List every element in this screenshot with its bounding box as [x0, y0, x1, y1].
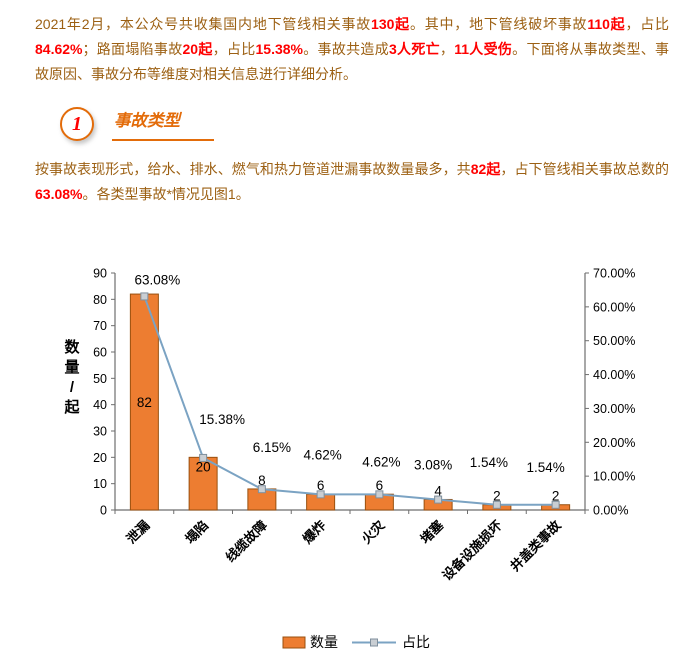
section-number-badge: 1 — [60, 107, 94, 141]
legend-label-quantity: 数量 — [310, 634, 338, 650]
category-label: 爆炸 — [300, 518, 329, 547]
highlight-value: 110起 — [587, 16, 626, 32]
combo-chart-figure: 0 10 20 30 40 50 60 70 80 90 0.00% 10.00% 20.00% 30.0… — [63, 267, 635, 651]
percent-label: 4.62% — [303, 447, 341, 462]
percent-label: 15.38% — [199, 412, 245, 427]
left-axis-tick-label: 30 — [93, 425, 107, 439]
body-text: 。各类型事故*情况见图1。 — [82, 186, 250, 202]
line-marker — [316, 490, 325, 499]
bar-value-label: 82 — [137, 395, 152, 410]
bar-value-label: 8 — [258, 473, 266, 488]
body-text: 。其中，地下管线破坏事故 — [409, 16, 588, 32]
percent-label: 4.62% — [362, 454, 400, 469]
left-axis-title: 起 — [63, 399, 80, 416]
bar-value-label: 2 — [493, 489, 501, 504]
right-axis-tick-label: 60.00% — [593, 300, 635, 314]
section-number: 1 — [72, 112, 82, 135]
category-label: 井盖类事故 — [507, 517, 564, 574]
legend-bar-swatch — [282, 636, 306, 649]
right-axis-tick-label: 50.00% — [593, 334, 635, 348]
right-axis-tick-label: 40.00% — [593, 368, 635, 382]
left-axis-tick-label: 70 — [93, 319, 107, 333]
category-label: 泄漏 — [123, 518, 152, 547]
accident-type-chart: 0 10 20 30 40 50 60 70 80 90 0.00% 10.00% 20.00% 30.0… — [0, 240, 699, 657]
intro-paragraph: 2021年2月，本公众号共收集国内地下管线相关事故130起。其中，地下管线破坏事… — [35, 12, 669, 87]
line-marker — [434, 495, 443, 504]
body-text: ，占比 — [212, 41, 256, 57]
line-marker — [199, 453, 208, 462]
body-text: ，占下管线相关事故总数的 — [500, 161, 670, 177]
left-axis-tick-label: 0 — [100, 504, 107, 518]
category-label: 塌陷 — [182, 518, 211, 547]
body-text: ， — [439, 41, 455, 57]
percent-label: 3.08% — [414, 458, 452, 473]
right-axis-tick-label: 20.00% — [593, 436, 635, 450]
left-axis-tick-label: 20 — [93, 451, 107, 465]
right-axis-tick-label: 10.00% — [593, 470, 635, 484]
section-header: 1 事故类型 — [60, 103, 699, 145]
left-axis-tick-label: 80 — [93, 293, 107, 307]
highlight-value: 3人死亡 — [388, 41, 440, 57]
line-marker — [140, 292, 149, 301]
left-axis-title: 数 — [64, 338, 80, 356]
category-label: 堵塞 — [417, 517, 447, 547]
body-text: 2021年2月，本公众号共收集国内地下管线相关事故 — [35, 16, 372, 32]
highlight-value: 15.38% — [255, 41, 303, 57]
left-axis-title: / — [70, 379, 75, 396]
percent-label: 1.54% — [470, 455, 508, 470]
line-marker — [551, 500, 560, 509]
right-axis-tick-label: 30.00% — [593, 402, 635, 416]
category-label: 设备设施损坏 — [439, 518, 505, 584]
bar — [129, 293, 159, 511]
body-text: ；路面塌陷事故 — [82, 41, 183, 57]
bar-value-label: 6 — [317, 478, 325, 493]
left-axis-tick-label: 50 — [93, 372, 107, 386]
right-axis-tick-label: 70.00% — [593, 267, 635, 281]
left-axis-tick-label: 60 — [93, 346, 107, 360]
legend-label-ratio: 占比 — [402, 634, 430, 650]
body-text: 。下面将从事故类型、事故原因、事故分布等维度对相关信息进行详细分析。 — [35, 41, 670, 82]
percent-label: 63.08% — [134, 272, 180, 287]
bar-value-label: 2 — [552, 489, 560, 504]
line-marker — [492, 500, 501, 509]
percent-label: 1.54% — [526, 460, 564, 475]
section-title: 事故类型 — [112, 107, 214, 141]
analysis-paragraph: 按事故表现形式，给水、排水、燃气和热力管道泄漏事故数量最多，共82起，占下管线相… — [35, 157, 669, 207]
line-series — [143, 296, 556, 506]
legend-line-marker — [370, 638, 378, 647]
left-axis-tick-label: 40 — [93, 398, 107, 412]
left-axis-tick-label: 90 — [93, 267, 107, 281]
line-marker — [375, 490, 384, 499]
body-text: 。事故共造成 — [302, 41, 389, 57]
percent-label: 6.15% — [253, 440, 291, 455]
right-axis-tick-label: 0.00% — [593, 504, 628, 518]
bar-value-label: 6 — [376, 478, 384, 493]
line-marker — [257, 485, 266, 494]
left-axis-title: 量 — [64, 359, 79, 376]
left-axis-tick-label: 10 — [93, 477, 107, 491]
bar-value-label: 20 — [196, 459, 211, 474]
category-label: 线缆故障 — [223, 518, 270, 565]
category-label: 火灾 — [358, 517, 388, 547]
highlight-value: 11人受伤 — [454, 41, 513, 57]
highlight-value: 130起 — [371, 16, 410, 32]
highlight-value: 63.08% — [35, 186, 83, 202]
highlight-value: 84.62% — [35, 41, 83, 57]
bar — [188, 456, 218, 511]
highlight-value: 20起 — [182, 41, 213, 57]
body-text: ，占比 — [625, 16, 670, 32]
body-text: 按事故表现形式，给水、排水、燃气和热力管道泄漏事故数量最多，共 — [35, 161, 471, 177]
highlight-value: 82起 — [470, 161, 501, 177]
bar-value-label: 4 — [434, 483, 442, 498]
